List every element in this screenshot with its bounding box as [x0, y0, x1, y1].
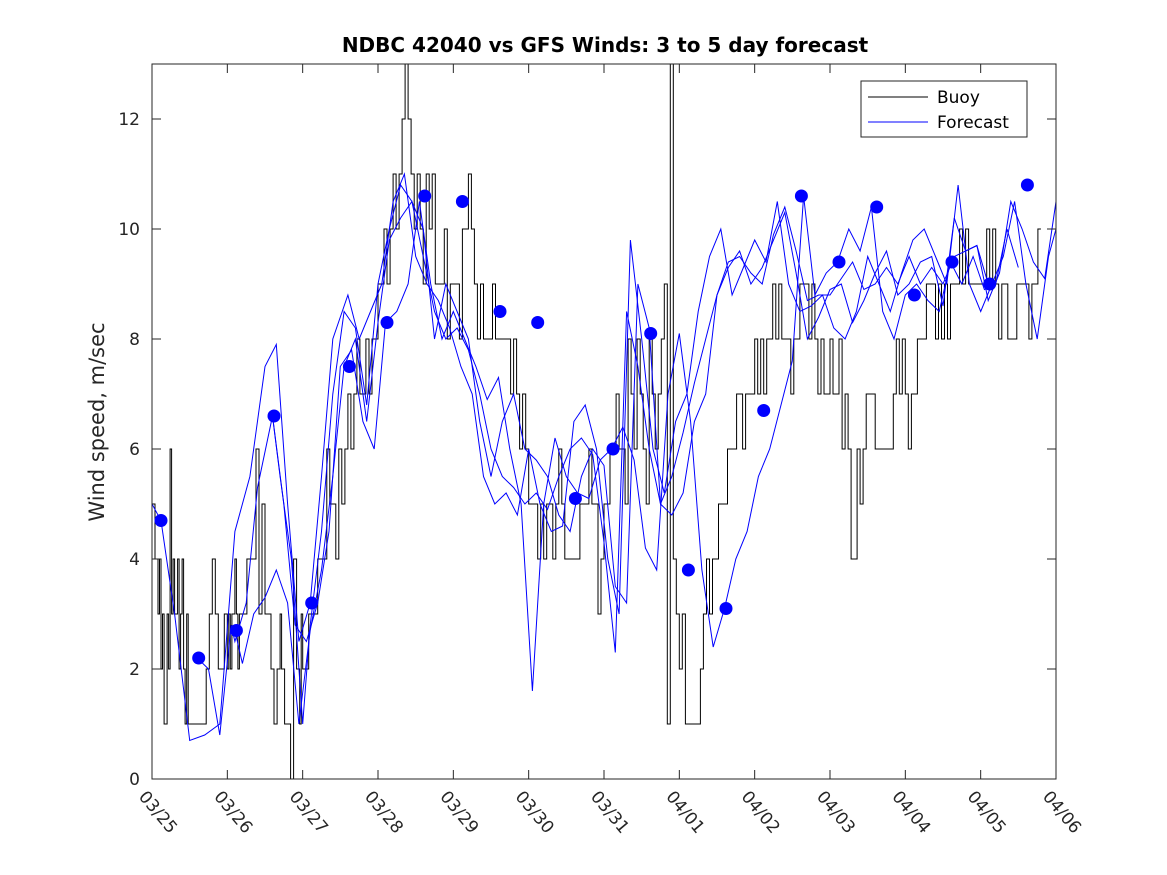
x-tick-label: 03/28 — [360, 787, 407, 837]
y-tick-label: 2 — [129, 660, 140, 680]
forecast-marker — [1020, 178, 1034, 192]
forecast-marker — [418, 189, 432, 203]
forecast-marker — [493, 305, 507, 318]
forecast-marker — [455, 195, 469, 208]
x-tick-label: 04/02 — [737, 787, 784, 837]
forecast-series-line-4 — [272, 195, 1019, 692]
y-tick-label: 4 — [129, 550, 140, 570]
y-tick-label: 0 — [129, 770, 140, 790]
y-tick-label: 10 — [118, 220, 140, 240]
x-tick-label: 03/31 — [586, 787, 633, 837]
forecast-marker — [192, 651, 206, 665]
y-tick-label: 12 — [118, 110, 140, 130]
legend-forecast-label: Forecast — [937, 113, 1009, 133]
forecast-marker — [606, 442, 620, 456]
chart-title: NDBC 42040 vs GFS Winds: 3 to 5 day fore… — [342, 33, 869, 57]
y-axis-label: Wind speed, m/sec — [85, 322, 109, 521]
x-tick-label: 04/06 — [1038, 787, 1085, 837]
y-tick-label: 8 — [129, 330, 140, 350]
y-axis-ticks: 0 2 4 6 8 10 12 — [118, 110, 1056, 790]
forecast-marker — [983, 277, 997, 291]
forecast-marker — [342, 360, 356, 373]
forecast-marker — [229, 624, 243, 637]
x-tick-label: 03/26 — [210, 787, 257, 837]
y-tick-label: 6 — [129, 440, 140, 460]
forecast-marker — [945, 255, 959, 269]
forecast-marker — [794, 189, 808, 203]
buoy-series-line — [152, 64, 1041, 779]
buoy-series-layer — [152, 64, 1041, 779]
forecast-marker — [305, 596, 319, 610]
forecast-series-line-1 — [152, 172, 1056, 742]
x-tick-label: 04/01 — [662, 787, 709, 837]
x-tick-label: 03/27 — [285, 787, 332, 837]
legend-box — [860, 80, 1028, 138]
forecast-series-layer — [152, 172, 1056, 742]
x-tick-label: 04/03 — [812, 787, 859, 837]
legend-buoy-label: Buoy — [937, 88, 980, 108]
legend: Buoy Forecast — [860, 80, 1028, 138]
forecast-marker — [154, 514, 168, 527]
x-tick-label: 03/30 — [511, 787, 558, 837]
forecast-marker — [907, 288, 921, 302]
forecast-marker — [757, 404, 771, 417]
forecast-marker — [644, 327, 658, 340]
x-tick-label: 03/25 — [134, 787, 181, 837]
axes-box — [151, 63, 1057, 780]
forecast-marker — [568, 492, 582, 505]
forecast-marker-layer — [154, 178, 1034, 665]
x-tick-label: 03/29 — [436, 787, 483, 837]
forecast-marker — [870, 200, 884, 214]
forecast-series-line-3 — [234, 200, 989, 725]
forecast-marker — [719, 602, 733, 615]
x-tick-label: 04/05 — [963, 787, 1010, 837]
forecast-marker — [681, 563, 695, 577]
forecast-series-line-2 — [196, 183, 1056, 736]
forecast-marker — [267, 409, 281, 423]
forecast-marker — [832, 255, 846, 269]
forecast-marker — [380, 316, 394, 329]
forecast-marker — [531, 316, 545, 329]
x-tick-label: 04/04 — [888, 787, 935, 837]
